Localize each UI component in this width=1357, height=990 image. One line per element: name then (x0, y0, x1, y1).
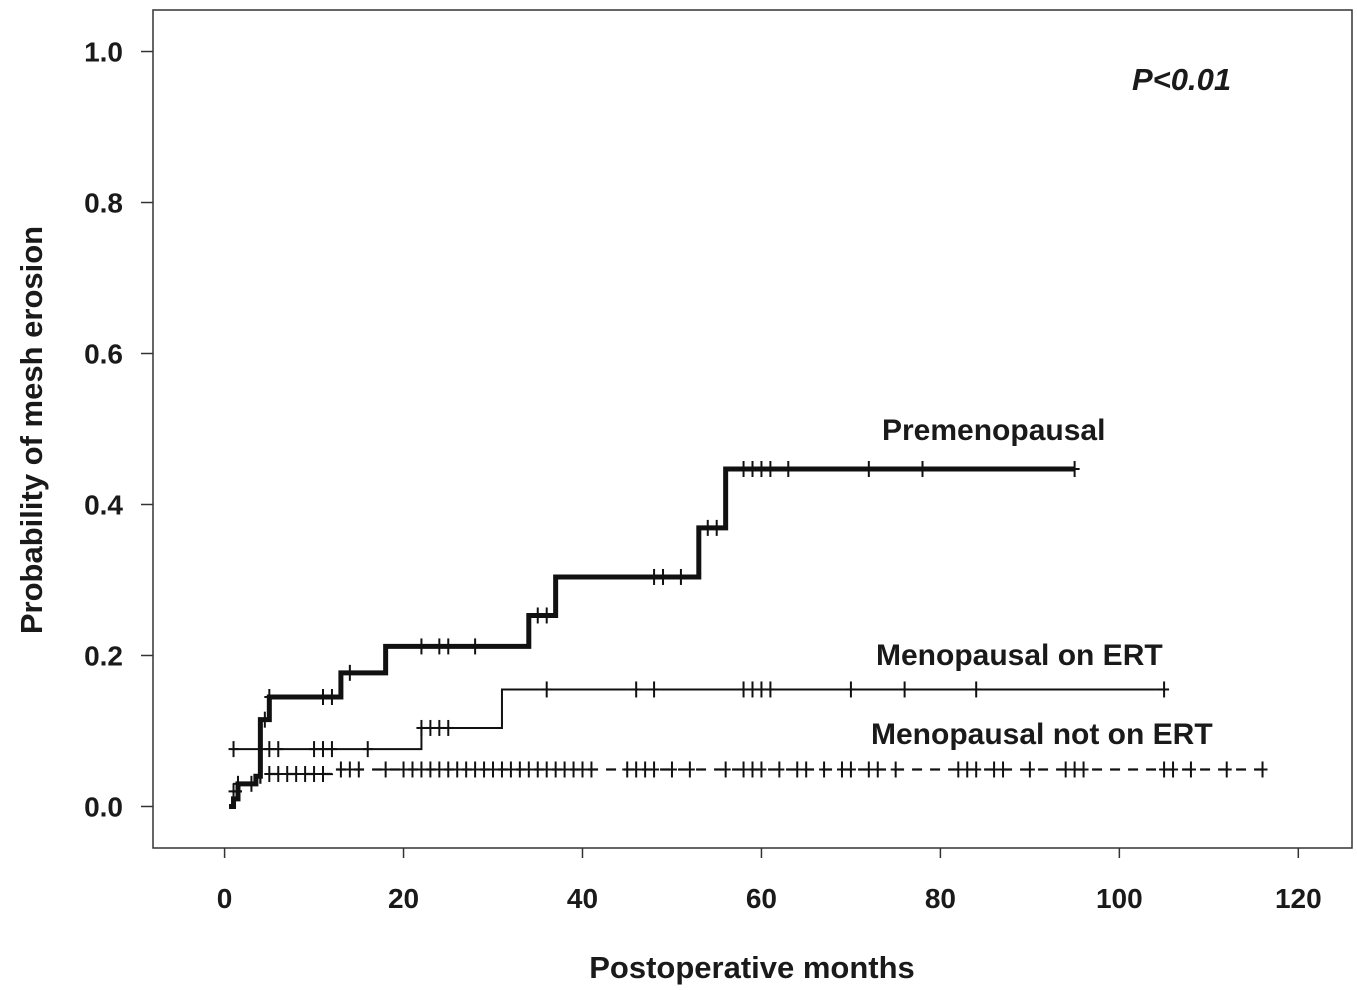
series-line-premenopausal (229, 466, 1075, 809)
x-tick-label-80: 80 (925, 883, 956, 914)
series-group (228, 461, 1268, 809)
x-tick-label-40: 40 (567, 883, 598, 914)
series-label-menopausal-on-ert: Menopausal on ERT (876, 639, 1163, 672)
x-tick-label-100: 100 (1096, 883, 1143, 914)
x-axis-title: Postoperative months (589, 950, 915, 985)
label-group: P<0.01 Postoperative months Probability … (14, 62, 1231, 985)
series-label-premenopausal: Premenopausal (882, 414, 1105, 447)
p-value-annotation: P<0.01 (1132, 62, 1231, 97)
y-tick-label-0.0: 0.0 (84, 791, 123, 822)
y-tick-label-0.2: 0.2 (84, 640, 123, 671)
series-line-menopausal-not-on-ert (229, 768, 1263, 808)
series-line-menopausal-on-ert (233, 688, 1165, 751)
y-tick-label-1.0: 1.0 (84, 37, 123, 68)
x-tick-label-0: 0 (217, 883, 233, 914)
axes: 0 20 40 60 80 100 120 0.0 0.2 0.4 0.6 0.8 1.0 (84, 37, 1322, 914)
y-tick-label-0.8: 0.8 (84, 188, 123, 219)
y-tick-label-0.4: 0.4 (84, 489, 123, 520)
series-label-menopausal-not-on-ert: Menopausal not on ERT (871, 718, 1213, 751)
y-axis-title: Probability of mesh erosion (14, 226, 49, 634)
x-tick-label-60: 60 (746, 883, 777, 914)
x-tick-label-120: 120 (1275, 883, 1322, 914)
y-tick-label-0.6: 0.6 (84, 339, 123, 370)
x-tick-label-20: 20 (388, 883, 419, 914)
plot-frame (152, 9, 1353, 849)
